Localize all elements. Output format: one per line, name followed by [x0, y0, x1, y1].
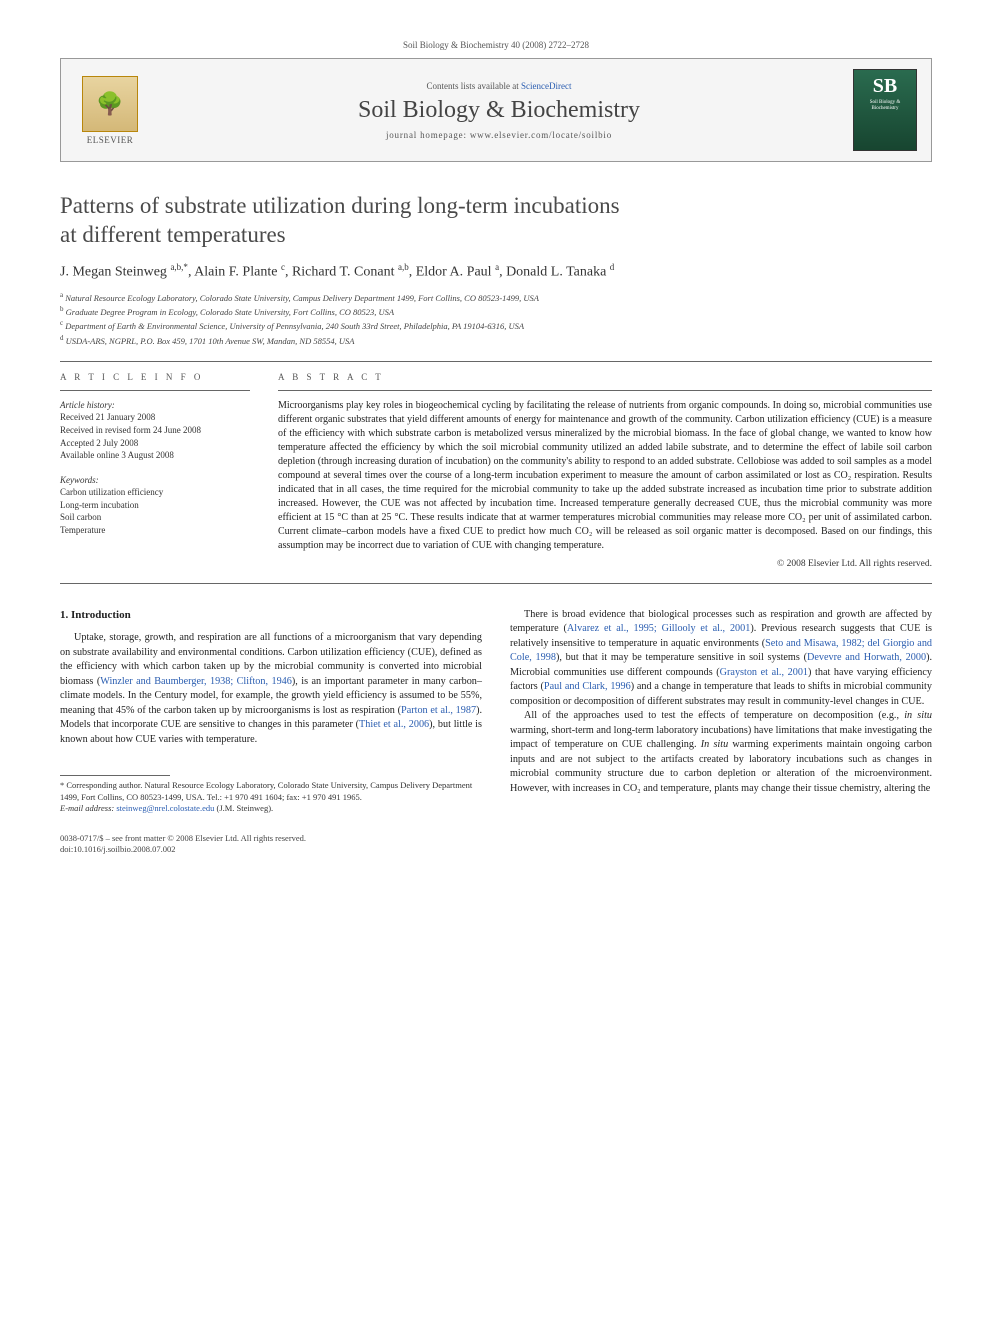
ref-winzler[interactable]: Winzler and Baumberger, 1938; Clifton, 1…	[100, 676, 292, 687]
history-received: Received 21 January 2008	[60, 411, 250, 424]
ref-paul[interactable]: Paul and Clark, 1996	[544, 681, 631, 692]
homepage-url[interactable]: www.elsevier.com/locate/soilbio	[470, 130, 612, 140]
journal-header-box: 🌳 ELSEVIER Contents lists available at S…	[60, 58, 932, 162]
elsevier-logo: 🌳 ELSEVIER	[75, 71, 145, 149]
contents-prefix: Contents lists available at	[427, 81, 521, 91]
ref-devevre[interactable]: Devevre and Horwath, 2000	[807, 652, 926, 663]
history-revised: Received in revised form 24 June 2008	[60, 424, 250, 437]
affiliation-line: b Graduate Degree Program in Ecology, Co…	[60, 304, 932, 318]
title-line-1: Patterns of substrate utilization during…	[60, 193, 620, 218]
elsevier-label: ELSEVIER	[87, 135, 134, 145]
keyword-0: Carbon utilization efficiency	[60, 486, 250, 499]
keyword-3: Temperature	[60, 524, 250, 537]
sciencedirect-link[interactable]: ScienceDirect	[521, 81, 571, 91]
author-email-link[interactable]: steinweg@nrel.colostate.edu	[116, 803, 214, 813]
contents-available-line: Contents lists available at ScienceDirec…	[145, 81, 853, 91]
article-info-column: A R T I C L E I N F O Article history: R…	[60, 372, 250, 569]
page-footer: 0038-0717/$ – see front matter © 2008 El…	[60, 833, 932, 856]
history-online: Available online 3 August 2008	[60, 449, 250, 462]
keyword-1: Long-term incubation	[60, 499, 250, 512]
title-line-2: at different temperatures	[60, 222, 286, 247]
article-history: Article history: Received 21 January 200…	[60, 399, 250, 462]
footnote-rule	[60, 775, 170, 776]
keywords-heading: Keywords:	[60, 474, 250, 487]
footer-issn: 0038-0717/$ – see front matter © 2008 El…	[60, 833, 932, 844]
email-suffix: (J.M. Steinweg).	[216, 803, 273, 813]
article-title: Patterns of substrate utilization during…	[60, 192, 932, 250]
running-header: Soil Biology & Biochemistry 40 (2008) 27…	[60, 40, 932, 50]
affiliation-line: c Department of Earth & Environmental Sc…	[60, 318, 932, 332]
divider-top	[60, 361, 932, 362]
keyword-2: Soil carbon	[60, 511, 250, 524]
corresponding-author-footnote: * Corresponding author. Natural Resource…	[60, 780, 482, 814]
journal-homepage: journal homepage: www.elsevier.com/locat…	[145, 130, 853, 140]
section-1-heading: 1. Introduction	[60, 608, 482, 624]
homepage-prefix: journal homepage:	[386, 130, 470, 140]
body-column-right: There is broad evidence that biological …	[510, 608, 932, 815]
abstract-divider	[278, 390, 932, 391]
cover-sb: SB	[873, 75, 897, 98]
journal-cover-thumb: SB Soil Biology & Biochemistry	[853, 69, 917, 151]
keywords-block: Keywords: Carbon utilization efficiency …	[60, 474, 250, 537]
abstract-column: A B S T R A C T Microorganisms play key …	[278, 372, 932, 569]
affiliation-line: a Natural Resource Ecology Laboratory, C…	[60, 290, 932, 304]
divider-bottom	[60, 583, 932, 584]
affiliations: a Natural Resource Ecology Laboratory, C…	[60, 290, 932, 347]
footer-doi: doi:10.1016/j.soilbio.2008.07.002	[60, 844, 932, 855]
elsevier-tree-icon: 🌳	[82, 76, 138, 132]
history-heading: Article history:	[60, 399, 250, 412]
ref-thiet[interactable]: Thiet et al., 2006	[359, 719, 429, 730]
cover-label: Soil Biology & Biochemistry	[857, 100, 913, 111]
author-list: J. Megan Steinweg a,b,*, Alain F. Plante…	[60, 262, 932, 281]
affiliation-line: d USDA-ARS, NGPRL, P.O. Box 459, 1701 10…	[60, 333, 932, 347]
ref-alvarez[interactable]: Alvarez et al., 1995; Gillooly et al., 2…	[567, 623, 750, 634]
footnote-corr: * Corresponding author. Natural Resource…	[60, 780, 482, 803]
abstract-text: Microorganisms play key roles in biogeoc…	[278, 399, 932, 553]
intro-para-3: All of the approaches used to test the e…	[510, 709, 932, 796]
intro-para-2: There is broad evidence that biological …	[510, 608, 932, 709]
intro-para-1: Uptake, storage, growth, and respiration…	[60, 631, 482, 747]
ref-parton[interactable]: Parton et al., 1987	[401, 705, 476, 716]
abstract-label: A B S T R A C T	[278, 372, 932, 382]
history-accepted: Accepted 2 July 2008	[60, 437, 250, 450]
body-column-left: 1. Introduction Uptake, storage, growth,…	[60, 608, 482, 815]
copyright-line: © 2008 Elsevier Ltd. All rights reserved…	[278, 559, 932, 569]
ref-grayston[interactable]: Grayston et al., 2001	[720, 667, 808, 678]
journal-name: Soil Biology & Biochemistry	[145, 97, 853, 124]
info-divider	[60, 390, 250, 391]
email-label: E-mail address:	[60, 803, 114, 813]
article-info-label: A R T I C L E I N F O	[60, 372, 250, 382]
